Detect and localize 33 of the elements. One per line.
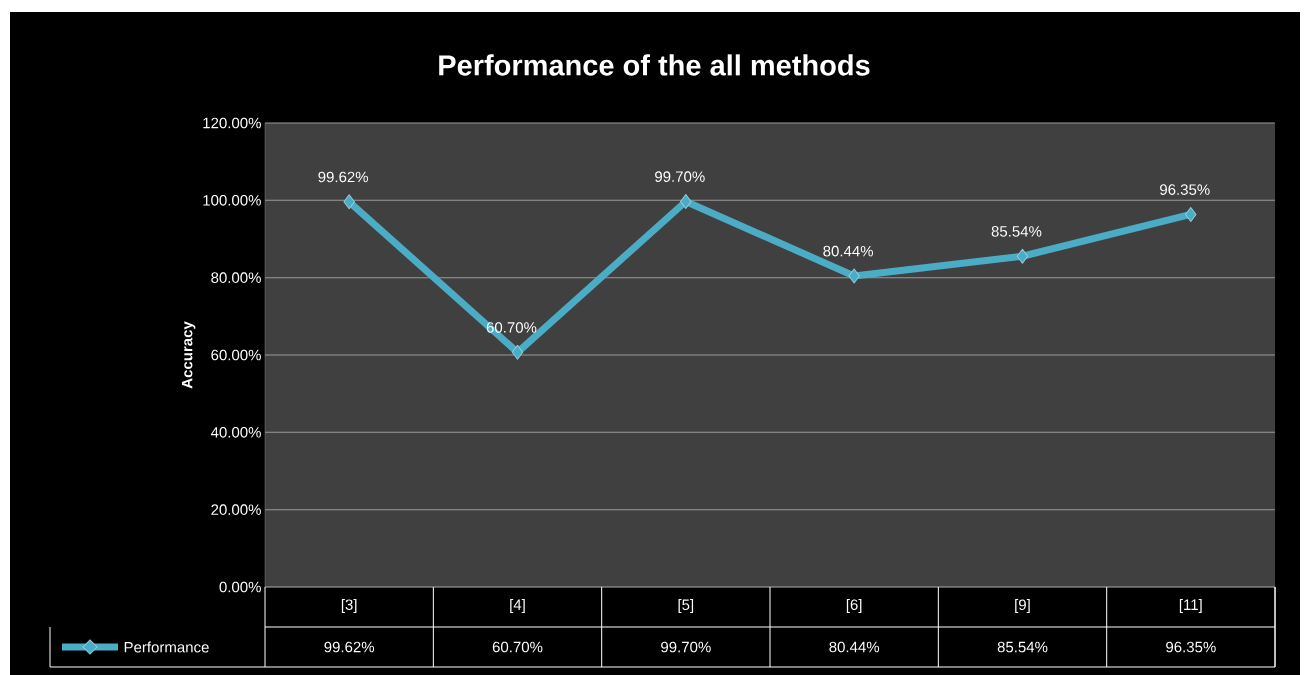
chart-title: Performance of the all methods	[439, 54, 870, 76]
y-tick-label: 20.00%	[211, 504, 261, 515]
x-tick-label: [9]	[1015, 599, 1030, 613]
legend-label: Performance	[124, 641, 209, 653]
data-label: 99.62%	[324, 641, 375, 653]
x-tick-label: [4]	[510, 599, 525, 613]
y-tick-label: 80.00%	[211, 272, 261, 283]
data-label: 99.70%	[661, 641, 711, 653]
y-tick-label: 100.00%	[203, 195, 261, 206]
text: 99.62%	[318, 171, 369, 183]
text: 96.35%	[1160, 184, 1210, 195]
point	[848, 268, 860, 284]
y-tick-label: 40.00%	[210, 427, 261, 438]
x-tick-label: [6]	[846, 599, 862, 613]
y-tick-label: 60.00%	[211, 349, 261, 361]
text: 85.54%	[991, 226, 1042, 237]
x-tick-label: [11]	[1179, 599, 1202, 613]
x-tick-label: [3]	[341, 599, 357, 613]
text: 99.70%	[655, 171, 705, 182]
y-tick-label: 120.00%	[203, 117, 261, 129]
point	[343, 194, 355, 210]
point	[680, 193, 692, 209]
data-label: 60.70%	[492, 641, 543, 653]
data-label: 85.54%	[997, 641, 1048, 653]
data-label: 80.44%	[829, 641, 880, 653]
data-label: 96.35%	[1166, 641, 1216, 653]
point	[1185, 206, 1197, 222]
y-tick-label: 0.00%	[219, 581, 261, 593]
x-tick-label: [5]	[678, 599, 694, 613]
point	[511, 344, 524, 360]
point	[1016, 248, 1029, 264]
y-axis-title: Accuracy	[181, 321, 196, 389]
text: 80.44%	[823, 245, 874, 257]
